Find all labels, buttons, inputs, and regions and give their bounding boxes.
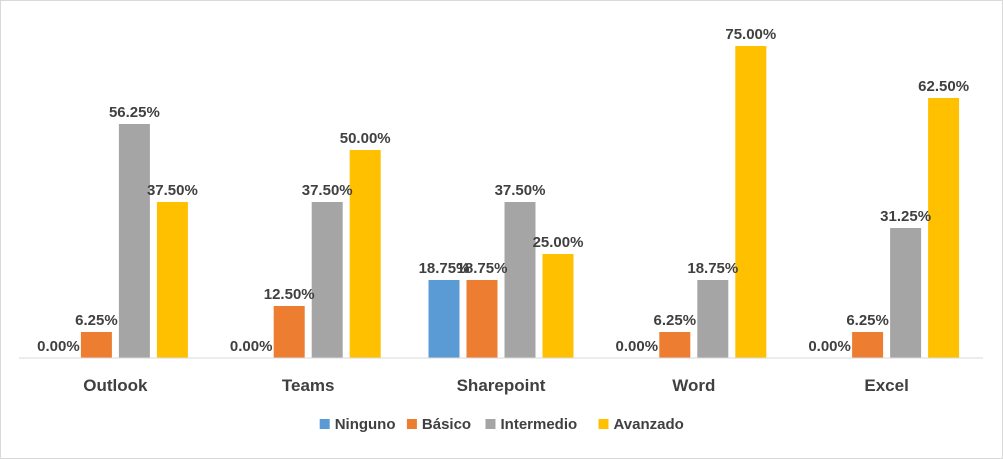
category-label-outlook: Outlook bbox=[83, 376, 148, 395]
bar-outlook-basico bbox=[80, 332, 112, 358]
bar-teams-basico bbox=[273, 306, 305, 358]
data-labels-layer: 0.00% 6.25% 56.25% 37.50% 0.00% 12.50% 37.50% 5… bbox=[37, 26, 969, 355]
data-label-sharepoint-intermedio: 37.50% bbox=[495, 182, 546, 199]
legend-swatch-basico bbox=[406, 419, 417, 429]
category-labels-layer: Outlook Teams Sharepoint Word Excel bbox=[83, 376, 909, 395]
legend-swatch-avanzado bbox=[598, 419, 609, 429]
data-label-word-avanzado: 75.00% bbox=[725, 26, 776, 43]
bar-sharepoint-intermedio bbox=[504, 202, 536, 358]
data-label-excel-ninguno: 0.00% bbox=[808, 338, 851, 355]
data-label-sharepoint-ninguno: 18.75% bbox=[419, 260, 470, 277]
bar-sharepoint-basico bbox=[466, 280, 498, 358]
legend-item-basico: Básico bbox=[406, 416, 471, 433]
legend-label-basico: Básico bbox=[422, 416, 471, 433]
data-label-word-basico: 6.25% bbox=[654, 312, 697, 329]
data-label-outlook-intermedio: 56.25% bbox=[109, 104, 160, 121]
bar-word-avanzado bbox=[735, 46, 767, 358]
bar-word-intermedio bbox=[697, 280, 729, 358]
data-label-teams-intermedio: 37.50% bbox=[302, 182, 353, 199]
legend-label-avanzado: Avanzado bbox=[614, 416, 684, 433]
bar-excel-avanzado bbox=[928, 98, 960, 358]
data-label-excel-basico: 6.25% bbox=[846, 312, 889, 329]
legend-item-ninguno: Ninguno bbox=[319, 416, 396, 433]
bar-excel-basico bbox=[852, 332, 884, 358]
data-label-teams-avanzado: 50.00% bbox=[340, 130, 391, 147]
data-label-outlook-ninguno: 0.00% bbox=[37, 338, 80, 355]
category-label-sharepoint: Sharepoint bbox=[457, 376, 546, 395]
data-label-sharepoint-basico: 18.75% bbox=[457, 260, 508, 277]
bar-teams-intermedio bbox=[311, 202, 343, 358]
data-label-sharepoint-avanzado: 25.00% bbox=[533, 234, 584, 251]
legend-swatch-intermedio bbox=[485, 419, 496, 429]
legend-item-avanzado: Avanzado bbox=[598, 416, 684, 433]
legend-swatch-ninguno bbox=[319, 419, 330, 429]
bar-teams-avanzado bbox=[349, 150, 381, 358]
category-label-word: Word bbox=[672, 376, 715, 395]
data-label-excel-avanzado: 62.50% bbox=[918, 78, 969, 95]
bars-layer bbox=[80, 46, 960, 358]
bar-excel-intermedio bbox=[890, 228, 922, 358]
legend-label-ninguno: Ninguno bbox=[335, 416, 396, 433]
data-label-word-intermedio: 18.75% bbox=[687, 260, 738, 277]
data-label-teams-ninguno: 0.00% bbox=[230, 338, 273, 355]
bar-sharepoint-ninguno bbox=[428, 280, 460, 358]
category-label-excel: Excel bbox=[864, 376, 908, 395]
data-label-word-ninguno: 0.00% bbox=[616, 338, 659, 355]
legend: Ninguno Básico Intermedio Avanzado bbox=[319, 416, 684, 433]
bar-outlook-avanzado bbox=[156, 202, 188, 358]
bar-sharepoint-avanzado bbox=[542, 254, 574, 358]
bar-word-basico bbox=[659, 332, 691, 358]
data-label-excel-intermedio: 31.25% bbox=[880, 208, 931, 225]
data-label-outlook-avanzado: 37.50% bbox=[147, 182, 198, 199]
data-label-teams-basico: 12.50% bbox=[264, 286, 315, 303]
legend-label-intermedio: Intermedio bbox=[501, 416, 578, 433]
bar-outlook-intermedio bbox=[118, 124, 150, 358]
legend-item-intermedio: Intermedio bbox=[485, 416, 578, 433]
category-label-teams: Teams bbox=[282, 376, 335, 395]
data-label-outlook-basico: 6.25% bbox=[75, 312, 118, 329]
